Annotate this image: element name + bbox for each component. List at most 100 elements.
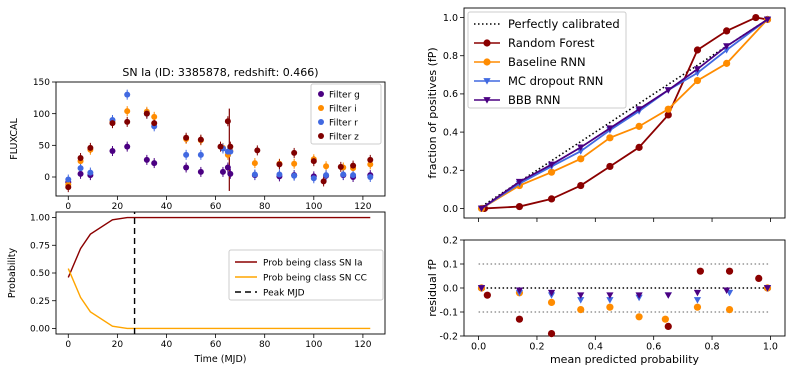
- data-point: [693, 297, 702, 304]
- data-point: [310, 158, 317, 165]
- data-point: [664, 105, 672, 113]
- legend-marker: [318, 105, 324, 111]
- data-point: [151, 120, 158, 127]
- y-axis-label: FLUXCAL: [9, 118, 20, 160]
- data-point: [227, 148, 234, 155]
- x-tick-label: 40: [161, 202, 173, 212]
- legend-marker: [483, 39, 491, 47]
- x-axis-label: mean predicted probability: [550, 353, 700, 366]
- data-point: [664, 87, 672, 94]
- x-tick-label: 1.0: [763, 342, 778, 353]
- y-tick-label: 0.75: [30, 241, 50, 251]
- probability-legend: [228, 249, 384, 301]
- x-tick-label: 0.0: [471, 342, 486, 353]
- x-tick-label: 0.2: [529, 342, 544, 353]
- data-point: [227, 170, 234, 177]
- legend-label: Random Forest: [508, 36, 595, 50]
- data-point: [124, 108, 131, 115]
- data-point: [77, 155, 84, 161]
- y-tick-label: 0.25: [30, 297, 50, 307]
- data-point: [77, 165, 84, 172]
- series-line: [67, 268, 371, 330]
- x-tick-label: 0: [65, 202, 71, 212]
- data-point: [197, 168, 204, 175]
- data-point: [151, 160, 158, 167]
- y-tick-label: 0.0: [443, 204, 458, 215]
- data-point: [224, 118, 231, 125]
- x-tick-label: 80: [259, 202, 271, 212]
- data-point: [515, 202, 524, 211]
- data-point: [276, 171, 283, 178]
- data-point: [310, 175, 317, 182]
- data-point: [254, 147, 261, 154]
- x-tick-label: 100: [305, 202, 322, 212]
- data-point: [183, 151, 190, 158]
- data-point: [477, 205, 486, 213]
- data-point: [367, 174, 374, 180]
- data-point: [227, 143, 234, 150]
- legend-label: Filter r: [329, 119, 358, 129]
- data-point: [723, 43, 731, 50]
- data-point: [87, 169, 94, 176]
- x-tick-label: 20: [112, 340, 124, 350]
- x-tick-label: 0.4: [588, 342, 603, 353]
- legend-label: Filter g: [329, 91, 360, 101]
- legend-label: Baseline RNN: [508, 55, 586, 69]
- legend-marker: [318, 91, 324, 97]
- data-point: [723, 287, 731, 294]
- data-point: [151, 113, 158, 120]
- legend-marker: [483, 78, 491, 85]
- data-point: [515, 315, 524, 323]
- data-point: [124, 91, 131, 98]
- data-point: [664, 111, 672, 119]
- lightcurve-title: SN Ia (ID: 3385878, redshift: 0.466): [122, 66, 318, 79]
- data-point: [693, 66, 702, 73]
- legend-label: Peak MJD: [263, 289, 305, 299]
- data-point: [350, 172, 357, 179]
- data-point: [664, 292, 672, 299]
- data-point: [251, 160, 258, 167]
- calibration-legend: [467, 11, 627, 109]
- data-point: [577, 297, 585, 304]
- data-point: [664, 322, 672, 330]
- data-point: [350, 162, 357, 169]
- series-line: [481, 18, 769, 210]
- data-point: [577, 306, 585, 314]
- data-point: [577, 181, 585, 190]
- x-axis-label: Time (MJD): [194, 354, 247, 365]
- data-point: [635, 143, 643, 151]
- data-point: [693, 289, 702, 297]
- y-axis-label: Probability: [7, 248, 18, 299]
- data-point: [693, 46, 702, 54]
- data-point: [217, 143, 224, 150]
- data-point: [723, 27, 731, 35]
- data-point: [276, 161, 283, 168]
- x-tick-label: 0.8: [704, 342, 719, 353]
- data-point: [219, 168, 226, 175]
- data-point: [65, 184, 72, 191]
- data-point: [606, 162, 614, 171]
- data-point: [635, 106, 643, 113]
- data-point: [483, 291, 491, 299]
- data-point: [477, 285, 486, 292]
- data-point: [320, 178, 327, 185]
- x-tick-label: 100: [305, 340, 322, 350]
- legend-label: Prob being class SN CC: [263, 274, 367, 284]
- data-point: [340, 171, 347, 178]
- series-line: [480, 18, 768, 210]
- data-point: [367, 156, 374, 163]
- legend-label: Perfectly calibrated: [508, 17, 620, 31]
- data-point: [337, 163, 344, 170]
- data-point: [124, 143, 131, 150]
- data-point: [143, 110, 150, 117]
- y-tick-label: 0: [44, 173, 50, 183]
- data-point: [124, 118, 131, 125]
- lightcurve-legend: [310, 83, 382, 145]
- legend-marker: [318, 119, 324, 125]
- x-tick-label: 120: [354, 202, 371, 212]
- data-point: [224, 164, 231, 171]
- data-point: [323, 172, 330, 179]
- data-point: [725, 306, 734, 314]
- data-point: [723, 59, 731, 67]
